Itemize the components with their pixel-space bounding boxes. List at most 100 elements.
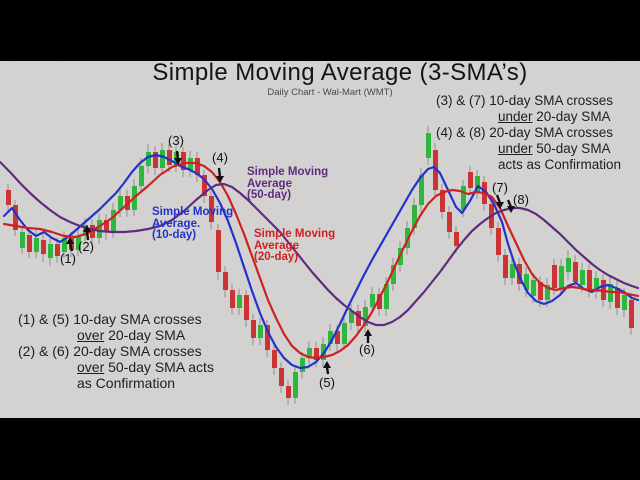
annotation-text: over	[77, 327, 105, 343]
candle-down	[615, 288, 620, 308]
sma10-label-line2: Average.	[152, 217, 201, 230]
candle-down	[223, 272, 228, 290]
marker-3: (3)	[168, 133, 184, 165]
marker-1: (1)	[60, 237, 76, 266]
annotation-text: over	[77, 359, 105, 375]
annotation-line: under 50-day SMA	[436, 141, 621, 157]
candle-down	[167, 150, 172, 165]
candle-up	[62, 238, 67, 252]
candle-down	[286, 386, 291, 398]
candle-down	[468, 172, 473, 188]
annotation-line: (4) & (8) 20-day SMA crosses	[436, 125, 621, 141]
sma10-label-line1: Simple Moving	[152, 206, 234, 218]
candle-up	[566, 258, 571, 272]
sma50-label-line2: Average	[247, 177, 292, 190]
candle-down	[454, 232, 459, 246]
candle-up	[419, 175, 424, 205]
candle-up	[622, 295, 627, 310]
candle-down	[496, 228, 501, 255]
candle-up	[531, 280, 536, 296]
candle-up	[608, 284, 613, 302]
candle-down	[230, 290, 235, 308]
candle-down	[314, 348, 319, 360]
marker-arrow-head	[507, 206, 515, 213]
marker-arrow-shaft	[85, 230, 90, 241]
candle-up	[237, 295, 242, 308]
candle-down	[6, 190, 11, 205]
candle-up	[475, 176, 480, 192]
annotation-line: (2) & (6) 20-day SMA crosses	[18, 343, 214, 359]
candle-up	[118, 196, 123, 210]
candle-down	[41, 240, 46, 254]
annotation-line: under 20-day SMA	[436, 109, 621, 125]
candle-up	[111, 210, 116, 232]
candle-down	[573, 262, 578, 282]
candle-down	[13, 205, 18, 230]
sma10-label: Simple Moving Average. (10-day)	[152, 206, 234, 242]
sma20-label-line3: (20-day)	[254, 251, 299, 263]
candle-up	[370, 294, 375, 307]
candle-down	[216, 230, 221, 272]
candle-down	[447, 212, 452, 232]
sma50-label-line3: (50-day)	[247, 189, 292, 201]
annotation-text: 20-day SMA	[532, 109, 611, 124]
candle-up	[545, 285, 550, 300]
candle-up	[328, 331, 333, 344]
candle-up	[160, 150, 165, 168]
marker-label: (5)	[319, 375, 335, 390]
candle-down	[552, 265, 557, 288]
sma20-label-line1: Simple Moving	[254, 228, 336, 240]
20-day-sma-line	[2, 161, 640, 360]
sma50-label-line1: Simple Moving	[247, 166, 329, 178]
10-day-sma-line	[2, 153, 640, 370]
marker-arrow-shaft	[217, 167, 222, 178]
candle-up	[580, 270, 585, 285]
letterbox-bottom	[0, 418, 640, 480]
candle-up	[76, 236, 81, 250]
marker-label: (8)	[513, 192, 529, 207]
marker-arrow-head	[364, 329, 372, 336]
candle-up	[391, 265, 396, 284]
annotation-text: (1) & (5) 10-day SMA crosses	[18, 311, 202, 327]
candle-up	[363, 307, 368, 326]
candle-up	[594, 278, 599, 292]
candle-up	[412, 205, 417, 228]
candle-down	[587, 270, 592, 290]
annotation-top-right: (3) & (7) 10-day SMA crosses under 20-day…	[436, 93, 621, 173]
annotation-line: (3) & (7) 10-day SMA crosses	[436, 93, 621, 109]
candle-down	[272, 350, 277, 368]
candle-down	[538, 282, 543, 300]
candle-up	[461, 186, 466, 210]
candle-up	[524, 274, 529, 290]
candle-down	[629, 300, 634, 328]
annotation-text: 50-day SMA	[532, 141, 611, 156]
candle-up	[258, 325, 263, 338]
annotation-text: acts as Confirmation	[498, 157, 622, 172]
candle-down	[503, 255, 508, 278]
letterbox-top	[0, 0, 640, 61]
marker-4: (4)	[212, 150, 228, 183]
annotation-text: (3) & (7) 10-day SMA crosses	[436, 93, 614, 108]
marker-arrow-shaft	[325, 366, 330, 375]
sma20-label-line2: Average	[254, 239, 299, 252]
candle-down	[335, 331, 340, 344]
marker-arrow-head	[323, 361, 331, 368]
candle-up	[20, 232, 25, 248]
marker-8: (8)	[506, 192, 529, 213]
candle-up	[48, 244, 53, 258]
candle-up	[146, 152, 151, 166]
candle-down	[181, 152, 186, 170]
annotation-line: acts as Confirmation	[436, 157, 621, 173]
candle-down	[209, 196, 214, 222]
chart-title: Simple Moving Average (3-SMA’s)	[152, 59, 528, 86]
marker-6: (6)	[359, 329, 375, 357]
marker-label: (2)	[78, 239, 94, 254]
candle-down	[265, 325, 270, 350]
candle-up	[426, 133, 431, 158]
candle-down	[104, 220, 109, 232]
marker-arrow-head	[216, 176, 224, 183]
candle-up	[139, 166, 144, 186]
marker-arrow-shaft	[68, 242, 74, 252]
annotation-line: as Confirmation	[18, 375, 214, 391]
